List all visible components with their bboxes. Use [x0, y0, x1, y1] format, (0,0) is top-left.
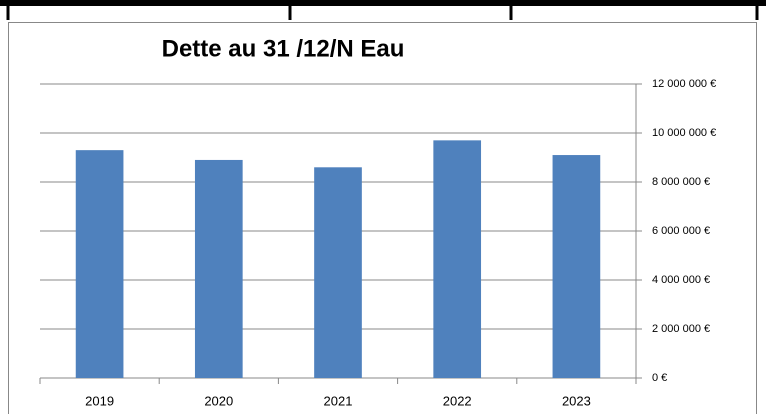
bar	[314, 167, 362, 378]
y-tick-label: 6 000 000 €	[652, 225, 710, 237]
bar	[194, 159, 243, 378]
y-tick-label: 10 000 000 €	[652, 127, 716, 139]
chart-title: Dette au 31 /12/N Eau	[162, 35, 405, 62]
y-tick-label: 12 000 000 €	[652, 78, 716, 90]
x-tick-label: 2020	[204, 393, 233, 408]
x-tick-label: 2022	[443, 393, 472, 408]
bar	[75, 150, 124, 378]
table-border	[0, 0, 766, 6]
y-tick-label: 2 000 000 €	[652, 323, 710, 335]
x-tick-label: 2023	[562, 393, 591, 408]
y-tick-label: 0 €	[652, 372, 667, 384]
bar	[552, 155, 601, 378]
y-tick-label: 8 000 000 €	[652, 176, 710, 188]
x-tick-label: 2019	[85, 393, 114, 408]
x-tick-label: 2021	[324, 393, 353, 408]
bar	[433, 140, 482, 378]
chart-frame	[8, 22, 757, 414]
y-tick-label: 4 000 000 €	[652, 274, 710, 286]
